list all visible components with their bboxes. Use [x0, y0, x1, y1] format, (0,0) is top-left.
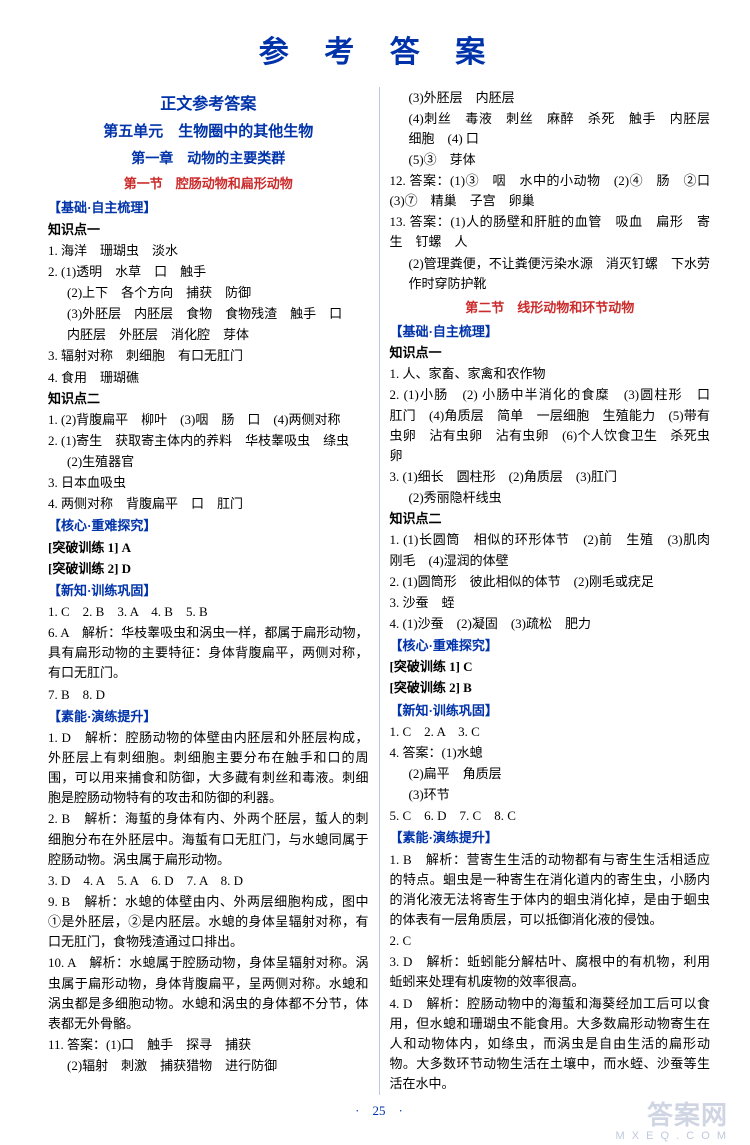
line: (2)生殖器官 — [48, 452, 369, 472]
line: 2. (1)寄生 获取寄主体内的养料 华枝睾吸虫 绦虫 — [48, 431, 369, 451]
line: 3. 日本血吸虫 — [48, 473, 369, 493]
chapter-title: 第一章 动物的主要类群 — [48, 149, 369, 171]
unit-title: 第五单元 生物圈中的其他生物 — [48, 121, 369, 144]
line: 4. 食用 珊瑚礁 — [48, 368, 369, 388]
line: 1. B 解析：营寄生生活的动物都有与寄生生活相适应的特点。蛔虫是一种寄生在消化… — [390, 850, 711, 931]
knowledge-point-1: 知识点一 — [48, 220, 369, 240]
line: 11. 答案：(1)口 触手 探寻 捕获 — [48, 1035, 369, 1055]
line: 6. A 解析：华枝睾吸虫和涡虫一样，都属于扁形动物，具有扁形动物的主要特征：身… — [48, 623, 369, 683]
subtitle: 正文参考答案 — [48, 93, 369, 118]
group-core-r: 【核心·重难探究】 — [390, 636, 711, 656]
line: (5)③ 芽体 — [390, 150, 711, 170]
line: 1. (1)长圆筒 相似的环形体节 (2)前 生殖 (3)肌肉 刚毛 (4)湿润… — [390, 530, 711, 570]
line: 2. C — [390, 931, 711, 951]
line: 1. D 解析：腔肠动物的体壁由内胚层和外胚层构成，外胚层上有刺细胞。刺细胞主要… — [48, 728, 369, 809]
line: (2)管理粪便，不让粪便污染水源 消灭钉螺 下水劳作时穿防护靴 — [390, 254, 711, 294]
line: 2. (1)圆筒形 彼此相似的体节 (2)刚毛或疣足 — [390, 572, 711, 592]
breakthrough-2r: [突破训练 2] B — [390, 678, 711, 698]
line: 1. 海洋 珊瑚虫 淡水 — [48, 241, 369, 261]
watermark-url: M X E Q . C O M — [615, 1128, 728, 1145]
line: 4. 答案：(1)水螅 — [390, 743, 711, 763]
group-core: 【核心·重难探究】 — [48, 516, 369, 536]
left-column: 正文参考答案 第五单元 生物圈中的其他生物 第一章 动物的主要类群 第一节 腔肠… — [48, 87, 369, 1096]
line: 内胚层 外胚层 消化腔 芽体 — [48, 325, 369, 345]
line: 4. (1)沙蚕 (2)凝固 (3)疏松 肥力 — [390, 614, 711, 634]
group-new-r: 【新知·训练巩固】 — [390, 701, 711, 721]
group-basics: 【基础·自主梳理】 — [48, 198, 369, 218]
breakthrough-2: [突破训练 2] D — [48, 559, 369, 579]
knowledge-point-1r: 知识点一 — [390, 343, 711, 363]
group-new: 【新知·训练巩固】 — [48, 581, 369, 601]
line: 3. 沙蚕 蛭 — [390, 593, 711, 613]
knowledge-point-2r: 知识点二 — [390, 509, 711, 529]
line: 3. 辐射对称 刺细胞 有口无肛门 — [48, 346, 369, 366]
line: 1. 人、家畜、家禽和农作物 — [390, 364, 711, 384]
line: 4. 两侧对称 背腹扁平 口 肛门 — [48, 494, 369, 514]
line: (2)辐射 刺激 捕获猎物 进行防御 — [48, 1056, 369, 1076]
two-column-layout: 正文参考答案 第五单元 生物圈中的其他生物 第一章 动物的主要类群 第一节 腔肠… — [48, 87, 710, 1096]
line: (3)外胚层 内胚层 — [390, 88, 711, 108]
breakthrough-1: [突破训练 1] A — [48, 538, 369, 558]
line: (4)刺丝 毒液 刺丝 麻醉 杀死 触手 内胚层 细胞 (4) 口 — [390, 109, 711, 149]
line: 10. A 解析：水螅属于腔肠动物，身体呈辐射对称。涡虫属于扁形动物，身体背腹扁… — [48, 953, 369, 1034]
right-column: (3)外胚层 内胚层 (4)刺丝 毒液 刺丝 麻醉 杀死 触手 内胚层 细胞 (… — [390, 87, 711, 1096]
line: 5. C 6. D 7. C 8. C — [390, 806, 711, 826]
line: 1. C 2. B 3. A 4. B 5. B — [48, 602, 369, 622]
line: (2)秀丽隐杆线虫 — [390, 488, 711, 508]
page-number: · 25 · — [48, 1101, 710, 1121]
line: (2)上下 各个方向 捕获 防御 — [48, 283, 369, 303]
line: 13. 答案：(1)人的肠壁和肝脏的血管 吸血 扁形 寄生 钉螺 人 — [390, 212, 711, 252]
group-ability: 【素能·演练提升】 — [48, 707, 369, 727]
line: 7. B 8. D — [48, 685, 369, 705]
line: 1. (2)背腹扁平 柳叶 (3)咽 肠 口 (4)两侧对称 — [48, 410, 369, 430]
line: (3)环节 — [390, 785, 711, 805]
breakthrough-1r: [突破训练 1] C — [390, 657, 711, 677]
group-ability-r: 【素能·演练提升】 — [390, 828, 711, 848]
knowledge-point-2: 知识点二 — [48, 389, 369, 409]
section-title-1: 第一节 腔肠动物和扁形动物 — [48, 174, 369, 194]
line: 1. C 2. A 3. C — [390, 722, 711, 742]
line: 4. D 解析：腔肠动物中的海蜇和海葵经加工后可以食用，但水螅和珊瑚虫不能食用。… — [390, 994, 711, 1095]
main-title: 参 考 答 案 — [48, 30, 710, 77]
line: 12. 答案：(1)③ 咽 水中的小动物 (2)④ 肠 ②口 (3)⑦ 精巢 子… — [390, 171, 711, 211]
line: 2. B 解析：海蜇的身体有内、外两个胚层，蜇人的刺细胞分布在外胚层中。海蜇有口… — [48, 809, 369, 869]
line: 3. D 解析：蚯蚓能分解枯叶、腐根中的有机物，利用蚯蚓来处理有机废物的效率很高… — [390, 952, 711, 992]
line: (3)外胚层 内胚层 食物 食物残渣 触手 口 — [48, 304, 369, 324]
line: 3. D 4. A 5. A 6. D 7. A 8. D — [48, 871, 369, 891]
section-title-2: 第二节 线形动物和环节动物 — [390, 298, 711, 318]
line: 2. (1)小肠 (2) 小肠中半消化的食糜 (3)圆柱形 口 肛门 (4)角质… — [390, 385, 711, 466]
group-basics-r: 【基础·自主梳理】 — [390, 322, 711, 342]
line: 2. (1)透明 水草 口 触手 — [48, 262, 369, 282]
line: (2)扁平 角质层 — [390, 764, 711, 784]
column-divider — [379, 87, 380, 1096]
line: 3. (1)细长 圆柱形 (2)角质层 (3)肛门 — [390, 467, 711, 487]
line: 9. B 解析：水螅的体壁由内、外两层细胞构成，图中①是外胚层，②是内胚层。水螅… — [48, 892, 369, 952]
